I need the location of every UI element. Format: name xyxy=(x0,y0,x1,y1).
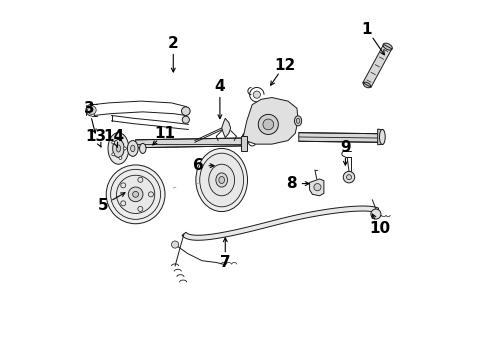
Text: 14: 14 xyxy=(103,130,124,144)
Circle shape xyxy=(128,187,143,202)
Circle shape xyxy=(117,175,155,213)
Text: 10: 10 xyxy=(369,221,390,236)
Ellipse shape xyxy=(196,148,247,212)
Ellipse shape xyxy=(379,130,385,144)
Circle shape xyxy=(121,201,126,206)
Ellipse shape xyxy=(131,145,135,152)
Circle shape xyxy=(343,171,355,183)
Polygon shape xyxy=(299,133,381,142)
Circle shape xyxy=(112,153,115,156)
Text: 3: 3 xyxy=(84,101,94,116)
Ellipse shape xyxy=(296,118,300,123)
Circle shape xyxy=(133,192,139,197)
Circle shape xyxy=(111,169,161,219)
Circle shape xyxy=(112,141,115,144)
Text: 5: 5 xyxy=(98,198,109,213)
Circle shape xyxy=(253,91,260,98)
Polygon shape xyxy=(182,206,379,240)
Ellipse shape xyxy=(127,140,138,156)
Ellipse shape xyxy=(216,173,227,187)
Circle shape xyxy=(182,116,190,123)
Text: 2: 2 xyxy=(168,36,179,51)
Text: 13: 13 xyxy=(86,130,107,144)
Text: 12: 12 xyxy=(274,58,295,73)
Circle shape xyxy=(138,206,143,211)
Circle shape xyxy=(106,165,165,224)
Circle shape xyxy=(88,106,96,114)
Ellipse shape xyxy=(140,143,146,153)
Circle shape xyxy=(123,147,126,150)
Circle shape xyxy=(181,107,190,116)
Text: 11: 11 xyxy=(154,126,175,141)
Text: 8: 8 xyxy=(286,176,297,191)
Circle shape xyxy=(138,177,143,182)
Polygon shape xyxy=(378,129,383,145)
Circle shape xyxy=(314,184,321,191)
Text: 1: 1 xyxy=(362,22,372,37)
Ellipse shape xyxy=(383,43,392,50)
Ellipse shape xyxy=(294,116,302,126)
Circle shape xyxy=(119,138,122,140)
Circle shape xyxy=(371,209,381,219)
Polygon shape xyxy=(221,118,231,138)
Circle shape xyxy=(346,175,351,180)
Circle shape xyxy=(258,114,278,134)
Ellipse shape xyxy=(116,145,121,152)
Polygon shape xyxy=(363,44,392,87)
Ellipse shape xyxy=(363,82,370,88)
Ellipse shape xyxy=(219,176,224,184)
Ellipse shape xyxy=(209,164,235,196)
Circle shape xyxy=(172,241,179,248)
Circle shape xyxy=(148,192,153,197)
Text: 9: 9 xyxy=(340,140,351,155)
Text: 6: 6 xyxy=(193,158,204,173)
Polygon shape xyxy=(242,136,247,151)
Polygon shape xyxy=(242,98,298,144)
Circle shape xyxy=(119,157,122,159)
Text: 7: 7 xyxy=(220,255,231,270)
Polygon shape xyxy=(136,138,242,148)
Polygon shape xyxy=(310,179,324,196)
Text: 4: 4 xyxy=(215,79,225,94)
Ellipse shape xyxy=(113,139,124,157)
Circle shape xyxy=(263,119,274,130)
Ellipse shape xyxy=(200,153,244,207)
Circle shape xyxy=(121,183,126,188)
Ellipse shape xyxy=(108,133,129,164)
